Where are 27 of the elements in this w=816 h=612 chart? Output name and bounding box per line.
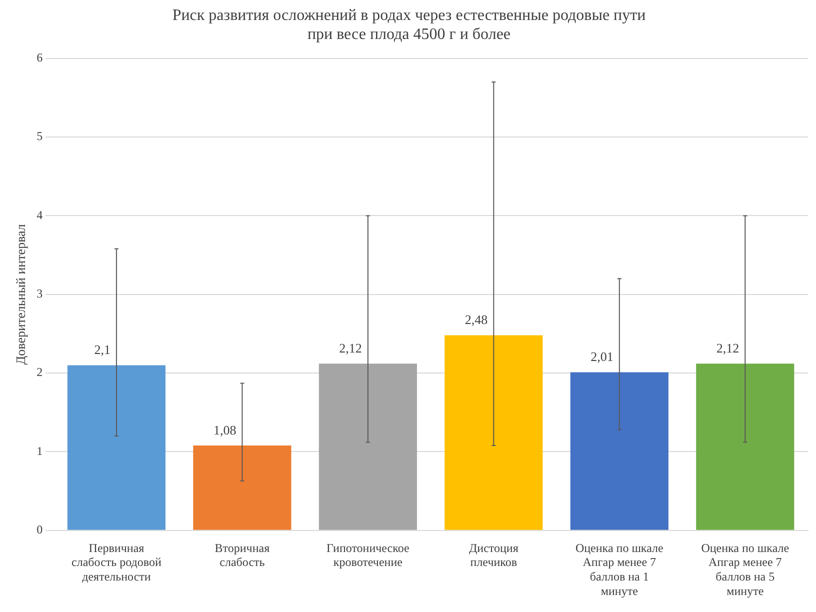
y-tick-label: 1 [36,444,43,458]
x-tick-label: Гипотоническое кровотечение [326,540,410,570]
data-label: 2,48 [464,312,488,328]
bar [193,445,292,530]
data-label: 2,12 [339,340,362,356]
y-tick-label: 5 [36,129,43,144]
y-tick-label: 3 [36,286,43,301]
bar [444,335,543,530]
bar [67,365,166,530]
y-tick-label: 6 [36,50,43,65]
data-label: 2,01 [590,349,614,364]
y-tick-label: 0 [36,522,43,537]
y-axis-title: Доверительный интервал [13,224,28,365]
x-tick-label: Вторичная слабость [214,540,270,570]
chart-title: Риск развития осложнений в родах через естественные родовые пути при весе плода 4500 г и более [172,6,646,44]
x-tick-label: Первичная слабость родовой деятельности [72,540,162,584]
bar [318,364,417,530]
x-tick-label: Дистоция плечиков [468,540,519,570]
x-tick-label: Оценка по шкале Апгар менее 7 баллов на 1 минуте [575,540,664,598]
bar [570,372,668,530]
y-tick-label: 4 [36,208,43,222]
bar [696,364,794,530]
data-label: 1,08 [213,422,236,438]
x-tick-label: Оценка по шкале Апгар менее 7 баллов на 5 минуте [701,540,790,598]
data-label: 2,12 [716,340,740,356]
data-label: 2,1 [94,342,110,358]
y-tick-label: 2 [36,365,43,380]
